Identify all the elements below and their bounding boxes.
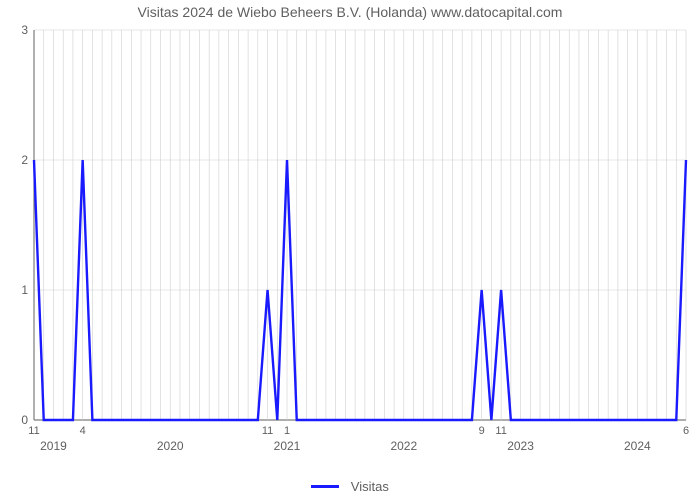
line-chart-svg: 01231141119116201920202021202220232024 xyxy=(30,26,690,454)
svg-text:3: 3 xyxy=(21,23,28,37)
legend-label: Visitas xyxy=(351,479,389,494)
svg-text:1: 1 xyxy=(21,283,28,297)
svg-text:2020: 2020 xyxy=(157,439,184,453)
chart-title: Visitas 2024 de Wiebo Beheers B.V. (Hola… xyxy=(0,4,700,20)
svg-text:2019: 2019 xyxy=(40,439,67,453)
svg-text:4: 4 xyxy=(80,425,86,437)
svg-text:11: 11 xyxy=(262,425,273,437)
svg-text:2023: 2023 xyxy=(507,439,534,453)
legend: Visitas xyxy=(0,478,700,494)
svg-text:2022: 2022 xyxy=(390,439,417,453)
svg-text:11: 11 xyxy=(28,425,39,437)
svg-text:2021: 2021 xyxy=(274,439,301,453)
svg-text:2024: 2024 xyxy=(624,439,651,453)
svg-text:1: 1 xyxy=(284,425,290,437)
svg-text:11: 11 xyxy=(495,425,506,437)
chart-area: 01231141119116201920202021202220232024 xyxy=(30,26,690,454)
svg-text:9: 9 xyxy=(479,425,485,437)
svg-text:2: 2 xyxy=(21,153,28,167)
svg-text:6: 6 xyxy=(683,425,689,437)
legend-swatch xyxy=(311,485,339,488)
svg-text:0: 0 xyxy=(21,413,28,427)
